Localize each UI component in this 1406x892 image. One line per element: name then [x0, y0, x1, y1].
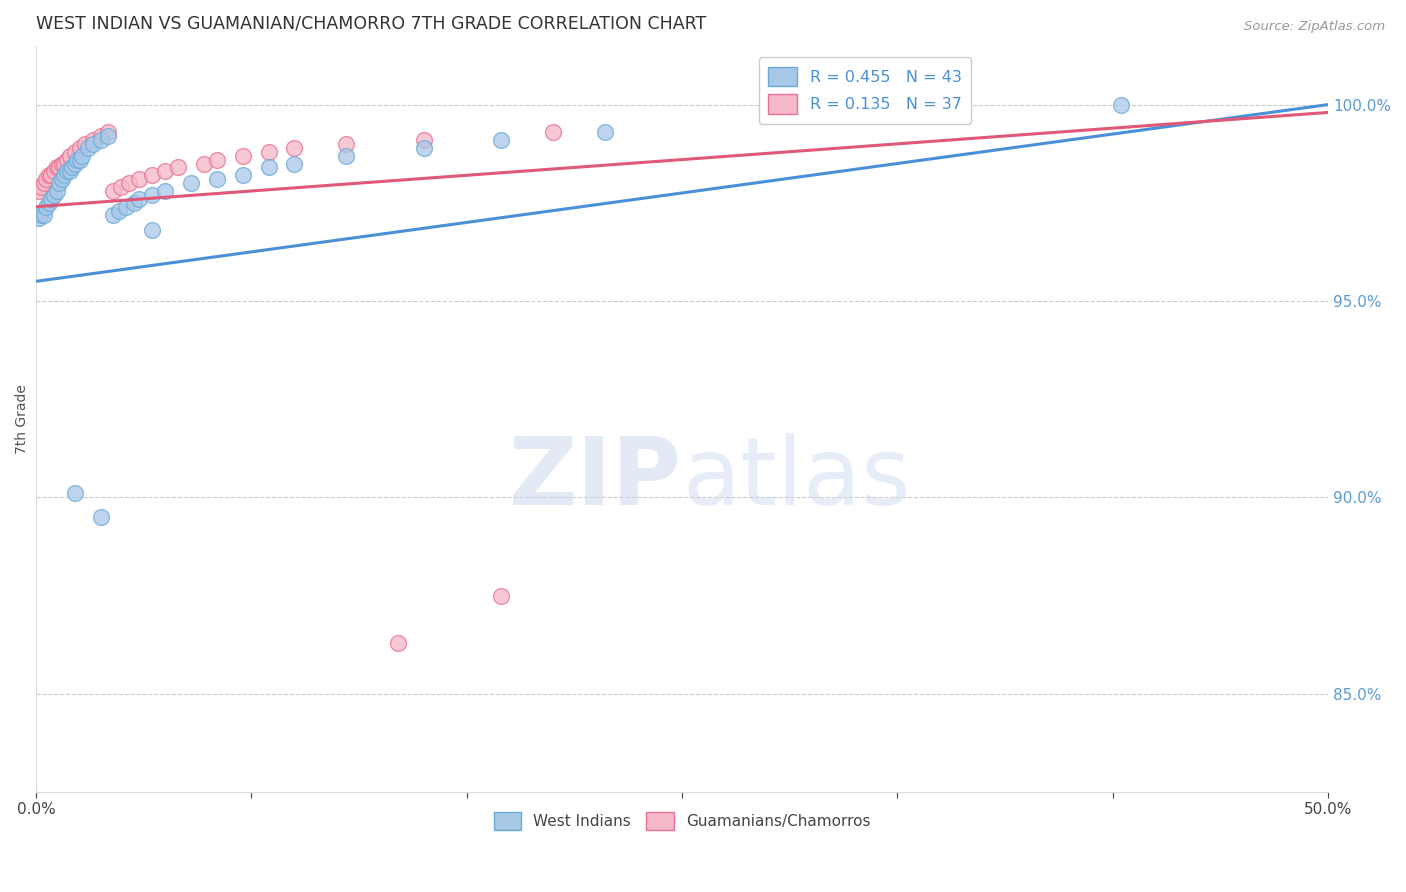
Point — [82, 133, 104, 147]
Point — [51, 156, 73, 170]
Point — [82, 136, 104, 151]
Point — [335, 148, 357, 162]
Point — [56, 164, 79, 178]
Point — [63, 486, 86, 500]
Point — [41, 169, 63, 183]
Point — [193, 156, 215, 170]
Point — [41, 192, 63, 206]
Point — [45, 161, 67, 175]
Point — [63, 145, 86, 159]
Point — [90, 133, 112, 147]
Point — [153, 184, 176, 198]
Point — [97, 128, 120, 143]
Point — [27, 184, 49, 198]
Point — [35, 200, 58, 214]
Point — [56, 153, 79, 167]
Point — [58, 148, 80, 162]
Point — [122, 195, 145, 210]
Point — [53, 169, 76, 183]
Point — [42, 188, 65, 202]
Point — [489, 133, 512, 147]
Point — [115, 200, 138, 214]
Point — [103, 208, 125, 222]
Point — [153, 164, 176, 178]
Point — [489, 589, 512, 603]
Point — [60, 161, 83, 175]
Point — [53, 156, 76, 170]
Point — [48, 161, 70, 175]
Point — [257, 145, 280, 159]
Point — [180, 176, 202, 190]
Text: WEST INDIAN VS GUAMANIAN/CHAMORRO 7TH GRADE CORRELATION CHART: WEST INDIAN VS GUAMANIAN/CHAMORRO 7TH GR… — [37, 15, 706, 33]
Text: Source: ZipAtlas.com: Source: ZipAtlas.com — [1244, 20, 1385, 33]
Point — [58, 164, 80, 178]
Point — [42, 164, 65, 178]
Point — [141, 188, 163, 202]
Point — [72, 148, 94, 162]
Point — [128, 192, 150, 206]
Point — [38, 195, 60, 210]
Point — [63, 156, 86, 170]
Point — [97, 125, 120, 139]
Point — [110, 180, 132, 194]
Point — [66, 153, 89, 167]
Point — [232, 169, 254, 183]
Point — [30, 180, 52, 194]
Point — [45, 184, 67, 198]
Point — [48, 176, 70, 190]
Point — [90, 128, 112, 143]
Point — [929, 105, 952, 120]
Point — [257, 161, 280, 175]
Legend: West Indians, Guamanians/Chamorros: West Indians, Guamanians/Chamorros — [488, 805, 876, 837]
Point — [118, 176, 141, 190]
Point — [51, 172, 73, 186]
Point — [128, 172, 150, 186]
Point — [205, 153, 228, 167]
Point — [35, 172, 58, 186]
Text: atlas: atlas — [682, 433, 910, 524]
Point — [107, 203, 129, 218]
Point — [412, 133, 434, 147]
Point — [283, 156, 305, 170]
Point — [335, 136, 357, 151]
Point — [27, 211, 49, 226]
Point — [141, 223, 163, 237]
Point — [205, 172, 228, 186]
Point — [30, 208, 52, 222]
Point — [929, 97, 952, 112]
Y-axis label: 7th Grade: 7th Grade — [15, 384, 30, 454]
Point — [283, 141, 305, 155]
Point — [32, 208, 55, 222]
Text: ZIP: ZIP — [509, 433, 682, 524]
Point — [412, 141, 434, 155]
Point — [73, 136, 96, 151]
Point — [103, 184, 125, 198]
Point — [232, 148, 254, 162]
Point — [1111, 97, 1133, 112]
Point — [90, 510, 112, 524]
Point — [167, 161, 190, 175]
Point — [32, 176, 55, 190]
Point — [69, 153, 91, 167]
Point — [387, 636, 409, 650]
Point — [76, 141, 98, 155]
Point — [69, 141, 91, 155]
Point — [541, 125, 564, 139]
Point — [38, 169, 60, 183]
Point — [593, 125, 616, 139]
Point — [141, 169, 163, 183]
